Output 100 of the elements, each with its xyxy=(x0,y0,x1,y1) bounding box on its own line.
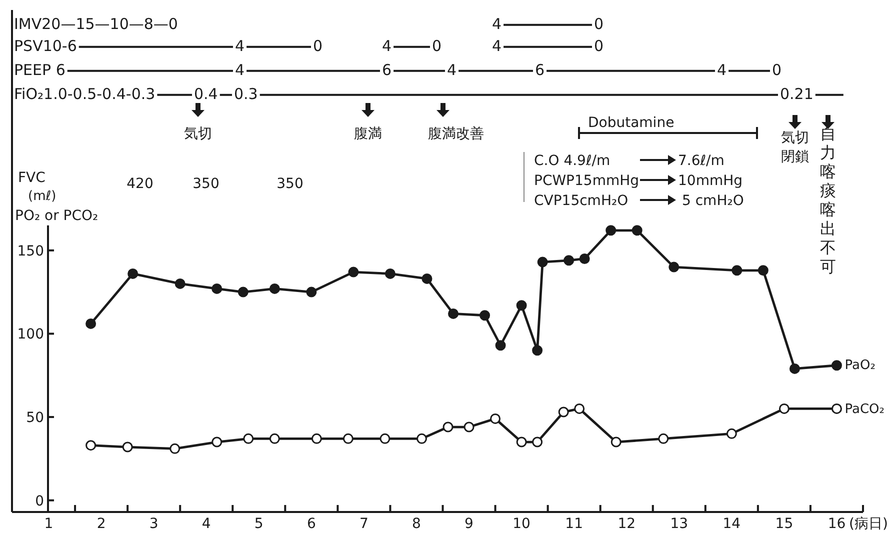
point xyxy=(86,440,96,451)
annotation: 0.4 xyxy=(194,85,218,103)
annotation: 気切 xyxy=(184,126,212,142)
point xyxy=(495,340,506,351)
annotation: 4 xyxy=(447,61,457,79)
point xyxy=(174,278,186,289)
annotation: 0.21 xyxy=(780,85,814,103)
point xyxy=(442,422,454,432)
x-tick-label: 15 xyxy=(775,516,794,532)
point xyxy=(86,318,96,329)
point xyxy=(490,413,501,424)
annotation: 6 xyxy=(535,61,545,79)
point xyxy=(480,310,490,321)
point xyxy=(558,406,569,418)
annotation: 4 xyxy=(382,37,392,55)
point xyxy=(516,436,527,448)
point xyxy=(668,262,680,272)
point xyxy=(606,225,616,236)
annotation: 0 xyxy=(594,15,604,33)
point xyxy=(348,266,359,278)
annotation: 5 cmH₂O xyxy=(682,193,744,209)
point xyxy=(212,283,222,294)
annotation: 420 xyxy=(126,176,154,192)
y-tick-label: 150 xyxy=(17,243,44,260)
annotation-vertical: 自力喀痰喀出不可 xyxy=(820,124,836,276)
x-tick-label: 7 xyxy=(359,516,368,532)
point xyxy=(831,403,842,414)
xlabel: (病日) xyxy=(849,516,888,532)
annotation: 4 xyxy=(235,37,245,55)
point xyxy=(831,360,842,371)
y-tick-label: 0 xyxy=(35,493,44,510)
point xyxy=(574,403,585,414)
annotation: 6 xyxy=(382,61,392,79)
point xyxy=(778,403,790,414)
annotation: FiO₂1.0-0.5-0.4-0.3 xyxy=(14,85,156,103)
series-label: PaCO₂ xyxy=(844,402,884,417)
x-tick-label: 4 xyxy=(202,516,211,532)
annotation: 0.3 xyxy=(234,85,258,103)
x-tick-label: 16 xyxy=(828,516,846,532)
point xyxy=(564,255,574,266)
annotation: FVC xyxy=(18,170,46,186)
point xyxy=(212,436,222,448)
point xyxy=(532,345,543,356)
point xyxy=(269,433,280,444)
point xyxy=(269,283,280,294)
annotation: 閉鎖 xyxy=(781,149,809,165)
point xyxy=(422,273,432,284)
point xyxy=(579,253,590,264)
x-tick-label: 8 xyxy=(412,516,421,532)
x-tick-label: 2 xyxy=(96,516,106,532)
point xyxy=(448,308,459,319)
point xyxy=(306,286,317,298)
x-tick-label: 14 xyxy=(722,516,741,532)
annotation: 腹満改善 xyxy=(428,126,484,142)
annotation: 4 xyxy=(492,37,502,55)
x-tick-label: 12 xyxy=(618,516,636,532)
x-tick-label: 13 xyxy=(670,516,688,532)
annotation: Dobutamine xyxy=(588,115,674,131)
annotation: 4 xyxy=(235,61,245,79)
annotation: 10mmHg xyxy=(678,173,743,189)
x-tick-label: 1 xyxy=(44,516,54,532)
x-tick-label: 9 xyxy=(464,516,474,532)
annotation: 4 xyxy=(717,61,727,79)
annotation: CVP15cmH₂O xyxy=(534,193,628,209)
point xyxy=(380,433,390,444)
x-tick-label: 5 xyxy=(254,516,264,532)
ylabel: PO₂ or PCO₂ xyxy=(15,208,98,224)
x-tick-label: 11 xyxy=(565,516,583,532)
annotation: 0 xyxy=(772,61,782,79)
annotation: 腹満 xyxy=(354,126,382,142)
point xyxy=(758,265,768,276)
point xyxy=(238,286,248,298)
x-tick-label: 3 xyxy=(149,516,158,532)
point xyxy=(243,433,254,444)
point xyxy=(384,268,396,279)
point xyxy=(122,442,133,452)
point xyxy=(726,428,737,439)
annotation: 0 xyxy=(432,37,442,55)
annotation: PCWP15mmHg xyxy=(534,173,640,189)
point xyxy=(789,363,800,374)
annotation: 0 xyxy=(594,37,604,55)
annotation: C.O 4.9ℓ/m xyxy=(534,153,610,169)
point xyxy=(464,422,474,432)
annotation: (mℓ) xyxy=(28,189,56,204)
point xyxy=(732,265,742,276)
annotation: 350 xyxy=(276,176,304,192)
point xyxy=(632,225,642,236)
point xyxy=(416,433,427,444)
annotation: 7.6ℓ/m xyxy=(678,153,724,169)
point xyxy=(128,268,138,279)
point xyxy=(532,436,543,448)
x-tick-label: 6 xyxy=(306,516,316,532)
point xyxy=(311,433,322,444)
annotation: 0 xyxy=(313,37,323,55)
point xyxy=(537,256,548,268)
x-tick-label: 10 xyxy=(512,516,530,532)
point xyxy=(342,433,354,444)
annotation: PSV10-6 xyxy=(14,37,77,55)
point xyxy=(610,436,622,448)
annotation: IMV20—15—10—8—0 xyxy=(14,15,178,33)
